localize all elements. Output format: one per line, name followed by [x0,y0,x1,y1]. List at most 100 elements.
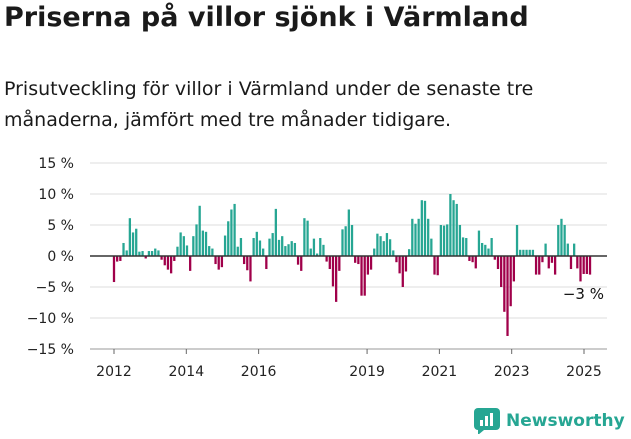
bar [455,203,458,256]
bar [309,248,312,256]
bar [452,200,455,256]
bar [296,256,300,265]
y-tick-label: −10 % [27,311,74,327]
latest-value-annotation: −3 % [563,285,604,303]
bar [347,209,350,256]
bar [585,256,588,274]
bar [436,256,439,276]
bar [287,244,290,256]
bar [484,244,487,256]
bar [427,218,430,256]
bar [471,256,474,263]
bar [147,251,151,256]
bar [274,208,277,256]
bar [331,256,335,287]
bar [541,256,544,263]
bar [122,242,125,256]
bar [382,241,385,256]
bar [319,238,322,256]
bar [306,220,309,256]
bar [227,221,230,256]
bar [173,256,176,261]
bar [131,232,135,256]
bar [214,256,217,265]
bar [474,256,477,269]
newsworthy-logo-icon [474,408,500,434]
y-tick-label: 5 % [47,218,74,234]
bar [411,218,414,256]
bar [157,250,160,256]
bar [439,225,443,256]
x-tick-label: 2014 [168,364,204,380]
bar [239,238,243,256]
y-tick-label: 0 % [47,249,74,265]
bar [255,231,258,256]
bar [515,225,519,256]
bar [493,256,496,260]
bar [135,228,138,256]
bar [211,248,214,256]
bar [208,246,211,256]
x-tick-label: 2021 [422,364,458,380]
bar [325,256,328,262]
bar [553,256,557,275]
bar [414,223,417,256]
bar [116,256,119,262]
bar [315,253,319,256]
bar [544,243,547,256]
bar [335,256,338,302]
bar [189,256,192,271]
bar [468,256,471,261]
bar [154,248,157,256]
bar [569,256,573,270]
bar [322,244,325,256]
bar [461,237,465,256]
bar [557,225,560,256]
bar [588,256,592,275]
bar [265,256,268,270]
bar [579,256,582,282]
bar [522,249,525,256]
bar [490,238,493,256]
bar [230,209,233,256]
bar [141,251,144,256]
bar [369,256,373,270]
bar [392,250,395,256]
y-tick-label: −5 % [36,280,74,296]
bar [277,239,281,256]
brand-name: Newsworthy [506,411,625,431]
bar [500,256,503,287]
bar [179,232,182,256]
bar [379,236,382,256]
bar [144,256,147,259]
bar [357,256,360,265]
bar [176,246,179,256]
bar [423,200,427,256]
y-tick-label: 15 % [38,156,74,172]
bar [258,240,262,256]
bar [534,256,538,275]
bar [303,218,306,256]
bar [525,249,528,256]
y-tick-label: −15 % [27,342,74,358]
bar [449,194,452,256]
bar [519,249,522,256]
bar [262,248,265,256]
bar [312,238,316,256]
bar [395,256,398,263]
bar [290,241,293,256]
bar [236,246,239,256]
bar [363,256,366,296]
bar [233,203,236,256]
bar [366,256,370,275]
bar [512,256,516,282]
bar [398,256,401,274]
bar [328,256,331,270]
bar [350,225,354,256]
bar [281,236,284,256]
x-tick-label: 2012 [96,364,132,380]
bar [433,256,436,275]
bar [506,256,509,336]
bar [458,225,462,256]
